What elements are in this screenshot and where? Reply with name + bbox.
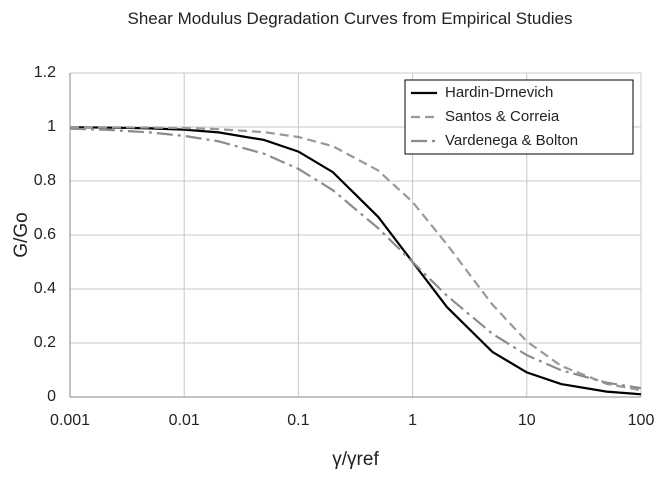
chart-title: Shear Modulus Degradation Curves from Em…	[127, 9, 573, 28]
y-tick-label: 1.2	[34, 64, 56, 81]
y-tick-label: 1	[47, 118, 56, 135]
y-axis-label: G/Go	[11, 212, 32, 257]
y-tick-label: 0.4	[34, 280, 56, 297]
legend-label: Santos & Correia	[445, 108, 560, 125]
legend-box	[404, 79, 634, 155]
x-tick-label: 1	[408, 412, 417, 429]
x-tick-label: 10	[518, 412, 536, 429]
legend: Hardin-Drnevich Santos & Correia Vardenega…	[404, 79, 634, 155]
x-axis-label: γ/γref	[332, 449, 379, 470]
x-tick-label: 100	[628, 412, 655, 429]
y-tick-label: 0.8	[34, 172, 56, 189]
y-tick-label: 0	[47, 388, 56, 405]
series-line	[69, 125, 642, 392]
y-tick-label: 0.6	[34, 226, 56, 243]
series-line	[69, 126, 642, 396]
series-line	[69, 127, 642, 390]
x-tick-label: 0.1	[287, 412, 309, 429]
x-tick-label: 0.001	[50, 412, 90, 429]
x-tick-label: 0.01	[169, 412, 200, 429]
legend-label: Vardenega & Bolton	[445, 132, 578, 149]
legend-label: Hardin-Drnevich	[445, 84, 553, 101]
y-tick-label: 0.2	[34, 334, 56, 351]
